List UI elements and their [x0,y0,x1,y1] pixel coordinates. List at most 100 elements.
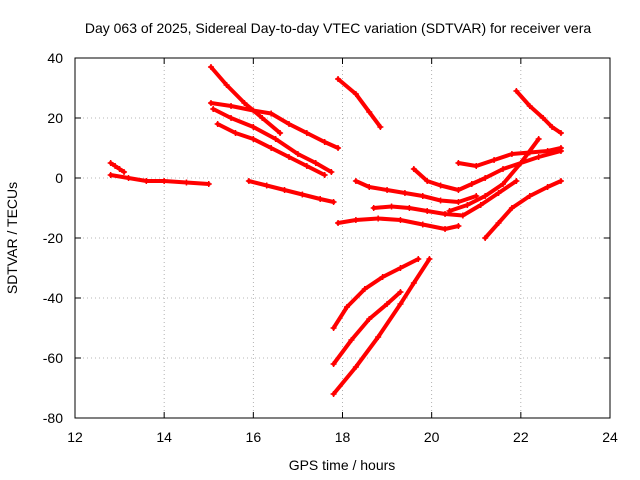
series-arc-16 [513,88,564,136]
data-point-arc-17-4 [397,265,404,271]
data-point-arc-11-5 [459,212,466,219]
data-point-arc-16-0 [513,88,520,94]
data-point-arc-12-4 [468,181,475,187]
series-arc-11 [370,178,520,219]
x-tick-label-14: 14 [156,429,172,445]
chart-title: Day 063 of 2025, Sidereal Day-to-day VTE… [85,20,591,36]
data-point-arc-14-1 [464,202,471,208]
data-point-arc-03-0 [207,64,214,70]
data-point-arc-07-1 [263,182,270,189]
data-point-arc-13-5 [544,148,551,154]
data-point-arc-01-2 [116,166,123,172]
series-arc-09 [335,215,462,232]
data-point-arc-08-0 [335,76,342,82]
data-point-arc-02-1 [125,175,132,181]
data-point-arc-07-0 [245,178,252,184]
data-point-arc-06-2 [250,136,257,142]
y-tick-label-40: 40 [47,50,63,66]
x-tick-label-24: 24 [602,429,618,445]
data-point-arc-19-2 [375,334,382,340]
data-point-arc-15-3 [526,193,533,199]
data-point-arc-18-0 [330,361,337,367]
data-point-arc-02-3 [161,178,168,184]
data-point-arc-06-0 [214,121,221,127]
series-arc-19 [330,256,433,397]
data-point-arc-13-0 [455,160,462,166]
data-point-arc-02-0 [107,172,114,178]
data-point-arc-16-4 [557,130,564,136]
data-point-arc-14-2 [482,193,489,199]
series-line-arc-17 [331,257,421,330]
x-tick-label-22: 22 [513,429,529,445]
data-point-arc-17-0 [330,325,337,331]
y-tick-label-0: 0 [55,170,63,186]
series-arc-18 [330,289,404,367]
data-point-arc-04-1 [228,103,235,109]
series-arc-08 [335,76,384,130]
series-line-arc-15 [483,179,563,240]
data-point-arc-18-4 [397,289,404,295]
y-tick-label--40: -40 [43,290,63,306]
data-point-arc-19-4 [410,280,417,286]
data-point-arc-16-3 [549,124,556,130]
data-point-arc-07-5 [330,199,337,205]
data-point-arc-15-1 [495,220,502,226]
data-point-arc-02-5 [205,181,212,187]
data-point-arc-02-4 [183,179,190,186]
data-point-arc-12-5 [482,175,489,181]
data-point-arc-19-3 [397,301,404,307]
data-point-arc-19-0 [330,391,337,397]
data-point-arc-02-2 [143,178,150,184]
series-arc-01 [107,160,128,175]
data-point-arc-06-4 [286,154,292,160]
data-point-arc-10-7 [473,193,480,199]
series-arc-15 [482,178,564,241]
series-arc-12 [410,148,564,193]
data-point-arc-05-2 [250,124,257,130]
grid-lines [75,58,610,418]
data-point-arc-17-1 [343,304,350,310]
data-point-arc-12-0 [410,166,417,172]
data-point-arc-13-1 [473,163,480,169]
data-point-arc-09-5 [442,226,449,232]
data-series [107,64,564,397]
data-point-arc-12-6 [500,166,506,172]
series-line-arc-12 [411,149,563,192]
data-point-arc-06-5 [303,163,310,169]
y-axis-label: SDTVAR / TECUs [4,182,20,294]
data-point-arc-05-4 [294,151,301,157]
data-point-arc-14-3 [500,181,506,187]
data-point-arc-06-3 [268,145,275,151]
data-point-arc-01-0 [107,160,114,166]
data-point-arc-18-2 [366,316,373,322]
data-point-arc-12-8 [535,154,542,160]
series-arc-07 [245,178,337,205]
data-point-arc-14-5 [535,136,542,142]
data-point-arc-09-3 [397,217,404,223]
data-point-arc-05-3 [272,136,279,142]
data-point-arc-10-4 [419,193,426,199]
y-tick-label--60: -60 [43,350,63,366]
data-point-arc-03-4 [277,130,284,136]
x-tick-label-20: 20 [424,429,440,445]
series-arc-03 [207,64,284,136]
data-point-arc-11-8 [513,178,520,184]
data-point-arc-11-6 [477,202,484,208]
data-point-arc-07-3 [299,191,306,198]
data-point-arc-13-6 [557,145,564,151]
data-point-arc-04-0 [207,100,214,106]
data-point-arc-10-5 [437,197,444,204]
data-point-arc-05-0 [210,106,217,112]
data-point-arc-11-1 [388,203,395,210]
data-point-arc-04-5 [303,130,310,136]
data-point-arc-08-3 [377,124,384,130]
data-point-arc-12-2 [437,182,444,189]
data-point-arc-17-2 [361,286,368,292]
data-point-arc-06-1 [232,130,239,136]
data-point-arc-18-3 [384,301,391,307]
data-point-arc-11-3 [424,208,431,214]
data-point-arc-08-1 [352,91,359,97]
series-line-arc-14 [447,137,541,213]
series-line-arc-02 [108,173,211,186]
